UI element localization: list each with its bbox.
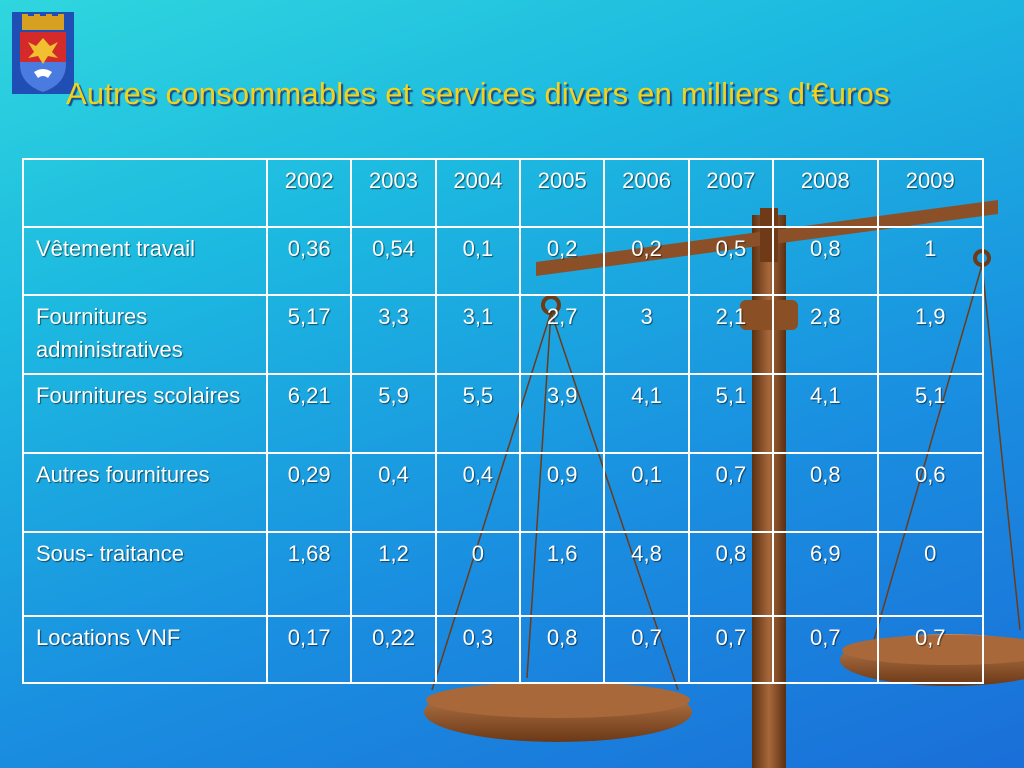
year-header: 2004 bbox=[434, 158, 522, 228]
value-cell: 0,17 bbox=[266, 615, 353, 684]
value-cell: 0,8 bbox=[519, 615, 606, 684]
value-cell: 3,1 bbox=[434, 294, 522, 375]
row-label: Autres fournitures bbox=[21, 452, 269, 533]
value-cell: 0,22 bbox=[350, 615, 437, 684]
value-cell: 5,1 bbox=[687, 373, 775, 454]
value-cell: 3,9 bbox=[519, 373, 606, 454]
value-cell: 0,1 bbox=[603, 452, 690, 533]
value-cell: 5,17 bbox=[266, 294, 353, 375]
value-cell: 0,7 bbox=[876, 615, 984, 684]
value-cell: 6,21 bbox=[266, 373, 353, 454]
row-label: Locations VNF bbox=[21, 615, 269, 684]
year-header: 2005 bbox=[519, 158, 606, 228]
value-cell: 0,6 bbox=[876, 452, 984, 533]
value-cell: 0,7 bbox=[687, 452, 775, 533]
value-cell: 0,7 bbox=[687, 615, 775, 684]
value-cell: 5,5 bbox=[434, 373, 522, 454]
value-cell: 0,36 bbox=[266, 226, 353, 296]
value-cell: 5,1 bbox=[876, 373, 984, 454]
value-cell: 4,1 bbox=[603, 373, 690, 454]
value-cell: 0,1 bbox=[434, 226, 522, 296]
year-header: 2002 bbox=[266, 158, 353, 228]
value-cell: 0,4 bbox=[350, 452, 437, 533]
value-cell: 0,5 bbox=[687, 226, 775, 296]
table-row: Fournitures administratives 5,17 3,3 3,1… bbox=[21, 294, 984, 375]
value-cell: 4,8 bbox=[603, 531, 690, 617]
value-cell: 1,6 bbox=[519, 531, 606, 617]
year-header: 2009 bbox=[876, 158, 984, 228]
value-cell: 0 bbox=[434, 531, 522, 617]
value-cell: 0,8 bbox=[772, 226, 879, 296]
value-cell: 2,7 bbox=[519, 294, 606, 375]
row-label: Sous- traitance bbox=[21, 531, 269, 617]
corner-cell bbox=[21, 158, 269, 228]
value-cell: 3 bbox=[603, 294, 690, 375]
value-cell: 5,9 bbox=[350, 373, 437, 454]
value-cell: 2,1 bbox=[687, 294, 775, 375]
slide-title: Autres consommables et services divers e… bbox=[66, 76, 890, 111]
value-cell: 0 bbox=[876, 531, 984, 617]
value-cell: 0,29 bbox=[266, 452, 353, 533]
value-cell: 0,9 bbox=[519, 452, 606, 533]
value-cell: 6,9 bbox=[772, 531, 879, 617]
row-label: Vêtement travail bbox=[21, 226, 269, 296]
value-cell: 0,7 bbox=[772, 615, 879, 684]
value-cell: 0,8 bbox=[687, 531, 775, 617]
year-header: 2006 bbox=[603, 158, 690, 228]
value-cell: 0,7 bbox=[603, 615, 690, 684]
table-row: Locations VNF 0,17 0,22 0,3 0,8 0,7 0,7 … bbox=[21, 615, 984, 684]
table-row: Vêtement travail 0,36 0,54 0,1 0,2 0,2 0… bbox=[21, 226, 984, 296]
value-cell: 0,3 bbox=[434, 615, 522, 684]
value-cell: 1,2 bbox=[350, 531, 437, 617]
year-header: 2007 bbox=[687, 158, 775, 228]
table-row: Fournitures scolaires 6,21 5,9 5,5 3,9 4… bbox=[21, 373, 984, 454]
value-cell: 1 bbox=[876, 226, 984, 296]
value-cell: 0,2 bbox=[603, 226, 690, 296]
value-cell: 0,2 bbox=[519, 226, 606, 296]
value-cell: 2,8 bbox=[772, 294, 879, 375]
value-cell: 4,1 bbox=[772, 373, 879, 454]
expenses-table: 2002 2003 2004 2005 2006 2007 2008 2009 … bbox=[21, 158, 984, 684]
value-cell: 3,3 bbox=[350, 294, 437, 375]
value-cell: 0,54 bbox=[350, 226, 437, 296]
value-cell: 1,9 bbox=[876, 294, 984, 375]
row-label: Fournitures administratives bbox=[21, 294, 269, 375]
value-cell: 1,68 bbox=[266, 531, 353, 617]
table-row: Autres fournitures 0,29 0,4 0,4 0,9 0,1 … bbox=[21, 452, 984, 533]
year-header: 2008 bbox=[772, 158, 879, 228]
table-row: Sous- traitance 1,68 1,2 0 1,6 4,8 0,8 6… bbox=[21, 531, 984, 617]
value-cell: 0,8 bbox=[772, 452, 879, 533]
row-label: Fournitures scolaires bbox=[21, 373, 269, 454]
year-header: 2003 bbox=[350, 158, 437, 228]
header-row: 2002 2003 2004 2005 2006 2007 2008 2009 bbox=[21, 158, 984, 228]
coat-of-arms-icon bbox=[12, 12, 74, 94]
value-cell: 0,4 bbox=[434, 452, 522, 533]
